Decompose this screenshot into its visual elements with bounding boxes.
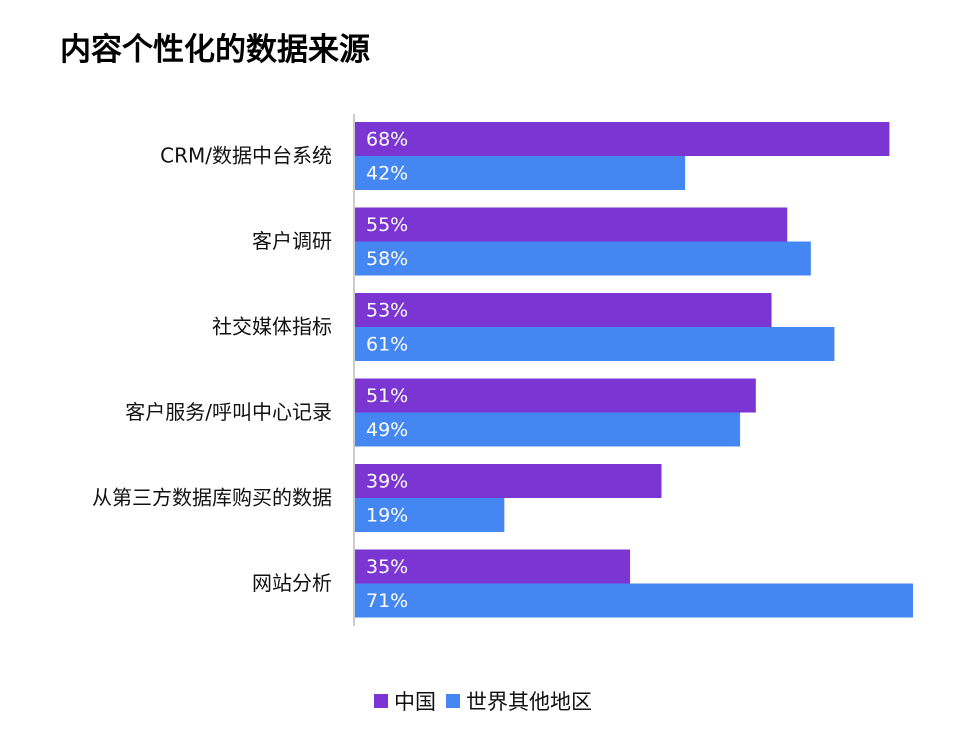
bar-world (355, 327, 835, 361)
bar-china (355, 549, 631, 584)
category-label: 客户调研 (252, 229, 332, 253)
bar-value-label: 42% (366, 163, 408, 185)
category-label: 网站分析 (252, 571, 332, 595)
chart-title: 内容个性化的数据来源 (60, 32, 370, 68)
bar-value-label: 53% (366, 300, 408, 322)
bar-value-label: 71% (366, 590, 408, 612)
legend-label-china: 中国 (394, 690, 436, 714)
bar-china (355, 122, 890, 156)
category-label: 客户服务/呼叫中心记录 (125, 400, 332, 424)
bar-value-label: 58% (366, 248, 408, 270)
bar-value-label: 68% (366, 129, 408, 151)
legend-swatch-china (374, 694, 388, 708)
bar-value-label: 61% (366, 334, 408, 356)
bar-value-label: 39% (366, 471, 408, 493)
legend-item-world: 世界其他地区 (446, 686, 592, 716)
bar-value-label: 51% (366, 385, 408, 407)
legend-label-world: 世界其他地区 (466, 690, 592, 714)
bar-china (355, 464, 662, 498)
bar-world (355, 498, 505, 532)
category-label: CRM/数据中台系统 (160, 144, 332, 168)
legend-item-china: 中国 (374, 686, 436, 716)
bar-value-label: 49% (366, 419, 408, 441)
bar-world (355, 583, 913, 618)
bar-china (355, 207, 788, 242)
bar-value-label: 19% (366, 505, 408, 527)
bar-value-label: 35% (366, 556, 408, 578)
bar-value-label: 55% (366, 214, 408, 236)
bar-china (355, 378, 756, 413)
category-label: 社交媒体指标 (212, 315, 332, 339)
legend-swatch-world (446, 694, 460, 708)
bar-world (355, 412, 741, 447)
bar-china (355, 293, 772, 327)
bar-world (355, 156, 686, 190)
bar-world (355, 241, 811, 276)
chart-legend: 中国 世界其他地区 (0, 686, 966, 716)
category-label: 从第三方数据库购买的数据 (92, 486, 332, 510)
